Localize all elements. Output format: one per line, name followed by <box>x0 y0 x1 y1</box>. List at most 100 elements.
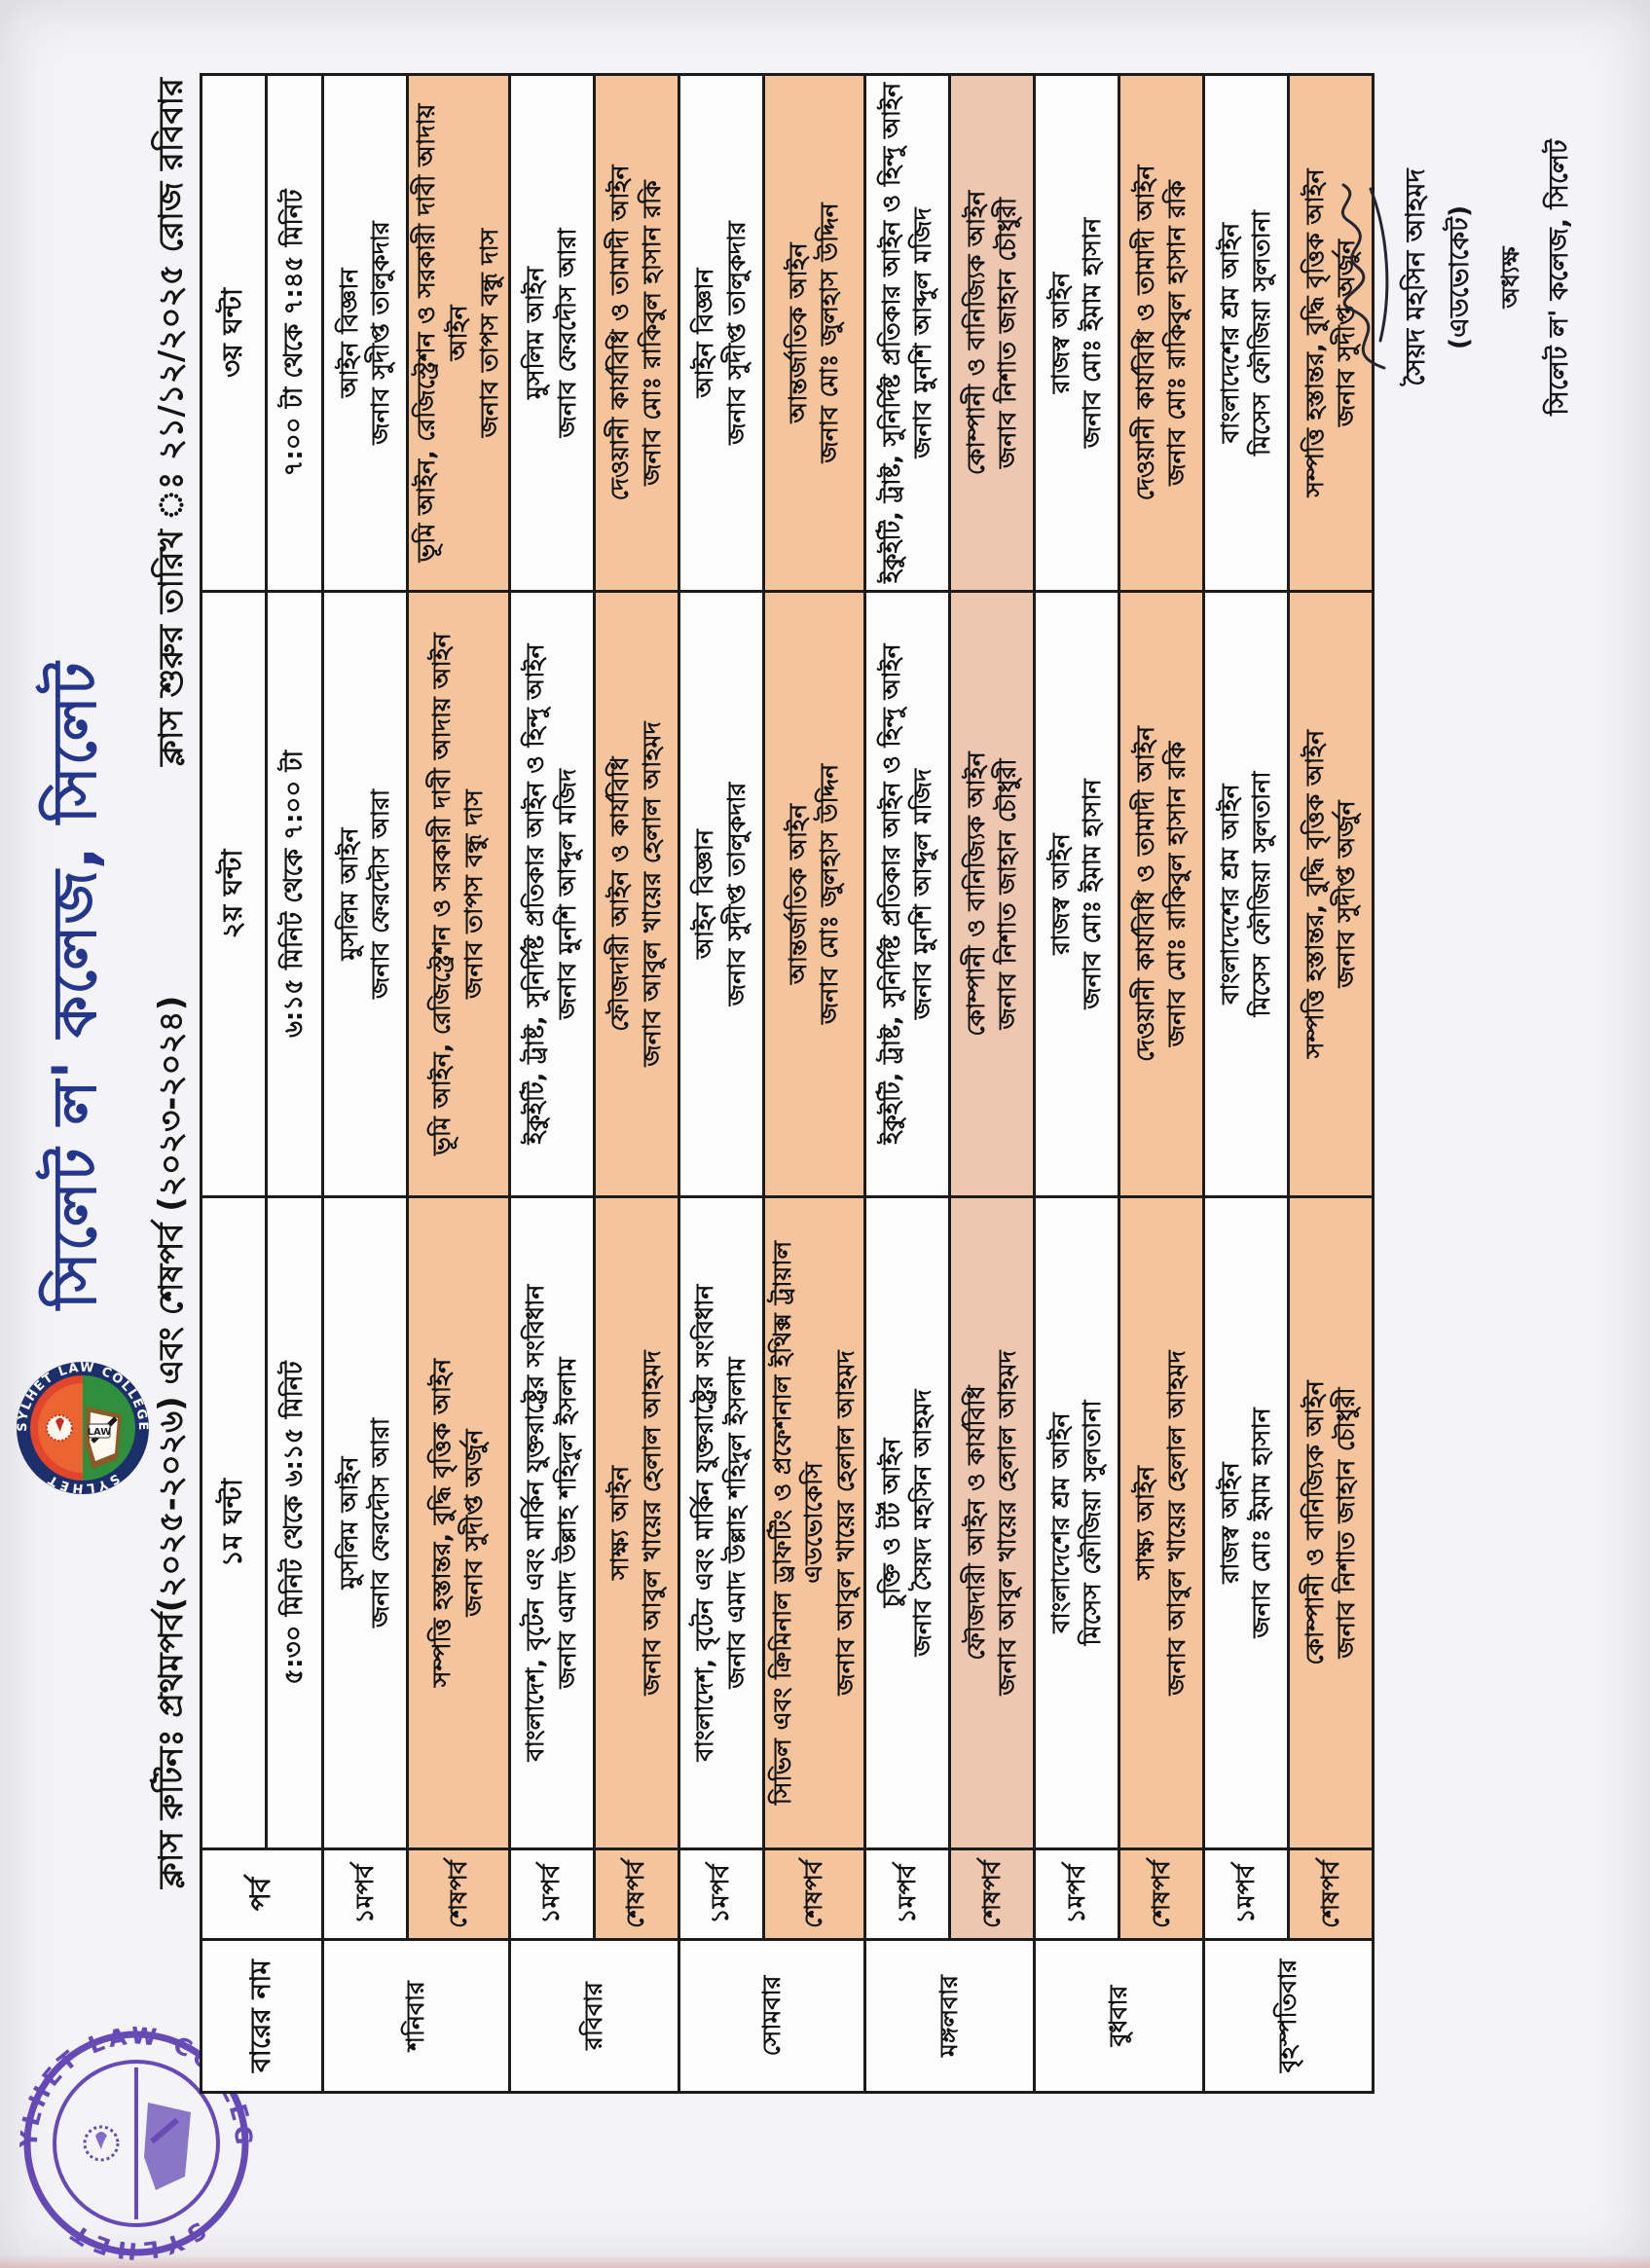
term-cell: ১মপর্ব <box>509 1848 594 1940</box>
period-1-time: ৫:৩০ মিনিট থেকে ৬:১৫ মিনিট <box>266 1196 323 1849</box>
teacher-text: জনাব ফেরদৌস আরা <box>552 228 581 438</box>
period-2-header: ২য় ঘন্টা <box>201 591 267 1197</box>
subject-cell: বাংলাদেশের শ্রম আইন মিসেস ফৌজিয়া সুলতানা <box>1203 591 1289 1197</box>
table-row: বুধবার ১মপর্ব বাংলাদেশের শ্রম আইন মিসেস ফৌজ… <box>1034 74 1204 2093</box>
teacher-text: জনাব সৈয়দ মহসিন আহমদ <box>908 1389 936 1657</box>
subject-text: কোম্পানী ও বানিজ্যিক আইন <box>1300 1380 1329 1665</box>
table-row: মঙ্গলবার ১মপর্ব চুক্তি ও টর্ট আইন জনাব সৈয়… <box>864 74 1035 2093</box>
subject-cell: ভূমি আইন, রেজিস্ট্রেশন ও সরকারী দাবী আদা… <box>407 591 509 1197</box>
subject-text: দেওয়ানী কার্যবিধি ও তামাদী আইন <box>1130 726 1159 1062</box>
subject-text: মুসলিম আইন <box>521 267 549 399</box>
subject-cell: আন্তর্জাতিক আইন জনাব মোঃ জুলহাস উদ্দিন <box>763 591 865 1197</box>
term-cell: ১মপর্ব <box>864 1848 950 1940</box>
term-cell: শেষপর্ব <box>949 1848 1035 1940</box>
college-logo-icon: LAW SYLHET LAW COLLEGE SYLHET <box>16 1361 149 1495</box>
subject-text: বাংলাদেশের শ্রম আইন <box>1215 222 1244 444</box>
signature-squiggle-icon <box>1340 183 1389 370</box>
subject-text: চুক্তি ও টর্ট আইন <box>876 1438 905 1608</box>
subject-cell: রাজস্ব আইন জনাব মোঃ ইমাম হাসান <box>1034 74 1119 592</box>
subject-text: ফৌজদারী আইন ও কার্যবিধি <box>961 1385 990 1661</box>
day-cell: শনিবার <box>322 1939 509 2093</box>
subject-cell: আইন বিজ্ঞান জনাব সুদীপ্ত তালুকদার <box>678 591 763 1197</box>
period-3-header: ৩য় ঘন্টা <box>201 74 267 592</box>
subject-text: রাজস্ব আইন <box>1215 1462 1244 1584</box>
subject-cell: সাক্ষ্য আইন জনাব আবুল খায়ের হেলাল আহমদ <box>594 1196 678 1849</box>
routine-table-header: বারের নাম পর্ব ১ম ঘন্টা ২য় ঘন্টা ৩য় ঘন… <box>201 74 323 2093</box>
teacher-text: জনাব মোঃ ইমাম হাসান <box>1078 217 1106 449</box>
subject-text: ইকুইটি, ট্রাষ্ট, সুনির্দিষ্ট প্রতিকার আই… <box>876 643 905 1145</box>
subject-text: দেওয়ানী কার্যবিধি ও তামাদী আইন <box>605 165 634 501</box>
subject-text: বাংলাদেশের শ্রম আইন <box>1045 1412 1075 1633</box>
subject-text: আন্তর্জাতিক আইন <box>783 242 812 423</box>
subject-text: সিভিল এবং ক্রিমিনাল ড্রাফটিং ও প্রফেশনাল… <box>767 1240 828 1806</box>
teacher-text: মিসেস ফৌজিয়া সুলতানা <box>1247 210 1275 456</box>
teacher-text: জনাব এমাদ উল্লাহ শহিদুল ইসলাম <box>721 1357 751 1689</box>
teacher-text: জনাব এমাদ উল্লাহ শহিদুল ইসলাম <box>552 1357 581 1689</box>
period-3-time: ৭:০০ টা থেকে ৭:৪৫ মিনিট <box>266 74 323 592</box>
period-2-time: ৬:১৫ মিনিট থেকে ৭:০০ টা <box>266 591 323 1197</box>
term-cell: শেষপর্ব <box>1288 1848 1374 1940</box>
subject-text: সম্পত্তি হস্তান্তর, বুদ্ধি বৃত্তিক আইন <box>427 1358 457 1688</box>
term-cell: ১মপর্ব <box>1034 1848 1119 1940</box>
term-column-header: পর্ব <box>201 1848 323 1940</box>
teacher-text: জনাব আবুল খায়ের হেলাল আহমদ <box>1162 1350 1191 1696</box>
day-cell: বুধবার <box>1034 1939 1204 2093</box>
teacher-text: মিসেস ফৌজিয়া সুলতানা <box>1247 771 1275 1017</box>
subject-cell: সম্পত্তি হস্তান্তর, বুদ্ধি বৃত্তিক আইন জন… <box>407 1196 509 1849</box>
term-cell: শেষপর্ব <box>407 1848 509 1940</box>
subject-text: আইন বিজ্ঞান <box>334 268 363 398</box>
day-cell: সোমবার <box>678 1939 865 2093</box>
subject-cell: সিভিল এবং ক্রিমিনাল ড্রাফটিং ও প্রফেশনাল… <box>763 1196 865 1849</box>
subject-cell: দেওয়ানী কার্যবিধি ও তামাদী আইন জনাব মোঃ … <box>594 74 678 592</box>
teacher-text: জনাব তাপস বন্ধু দাস <box>475 228 503 438</box>
subject-cell: বাংলাদেশ, বৃটেন এবং মার্কিন যুক্তরাষ্ট্র… <box>678 1196 763 1849</box>
subject-cell: ফৌজদারী আইন ও কার্যবিধি জনাব আবুল খায়ের … <box>594 591 678 1197</box>
teacher-text: জনাব মোঃ রাকিবুল হাসান রকি <box>1162 741 1191 1047</box>
subject-text: রাজস্ব আইন <box>1045 833 1075 955</box>
teacher-text: জনাব তাপস বন্ধু দাস <box>458 789 488 999</box>
subject-cell: ইকুইটি, ট্রাষ্ট, সুনির্দিষ্ট প্রতিকার আই… <box>509 591 594 1197</box>
subject-cell: ইকুইটি, ট্রাষ্ট, সুনির্দিষ্ট প্রতিকার আই… <box>864 591 950 1197</box>
subject-cell: চুক্তি ও টর্ট আইন জনাব সৈয়দ মহসিন আহমদ <box>864 1196 950 1849</box>
teacher-text: জনাব মোঃ রাকিবুল হাসান রকি <box>637 180 666 486</box>
signature-role: অধ্যক্ষ <box>1496 246 1524 309</box>
subject-text: সাক্ষ্য আইন <box>1130 1465 1159 1581</box>
subject-cell: সাক্ষ্য আইন জনাব আবুল খায়ের হেলাল আহমদ <box>1118 1196 1204 1849</box>
subject-text: কোম্পানী ও বানিজ্যিক আইন <box>961 751 990 1037</box>
table-row: শেষপর্ব সিভিল এবং ক্রিমিনাল ড্রাফটিং ও প্… <box>763 74 865 2093</box>
subject-cell: রাজস্ব আইন জনাব মোঃ ইমাম হাসান <box>1034 591 1119 1197</box>
subtitle-line: ক্লাস রুটিনঃ প্রথমপর্ব(২০২৫-২০২৬) এবং শে… <box>146 78 202 1888</box>
subtitle-routine-text: ক্লাস রুটিনঃ প্রথমপর্ব(২০২৫-২০২৬) এবং শে… <box>152 995 191 1888</box>
subject-cell: সম্পত্তি হস্তান্তর, বুদ্ধি বৃত্তিক আইন জন… <box>1288 591 1374 1197</box>
subject-cell: ফৌজদারী আইন ও কার্যবিধি জনাব আবুল খায়ের … <box>949 1196 1035 1849</box>
table-row: শেষপর্ব সাক্ষ্য আইন জনাব আবুল খায়ের হেলাল… <box>1118 74 1204 2093</box>
table-row: শেষপর্ব সাক্ষ্য আইন জনাব আবুল খায়ের হেলাল… <box>594 74 678 2093</box>
term-cell: ১মপর্ব <box>322 1848 408 1940</box>
subject-cell: ভূমি আইন, রেজিস্ট্রেশন ও সরকারী দাবী আদা… <box>407 74 509 592</box>
teacher-text: জনাব সুদীপ্ত তালুকদার <box>366 221 394 445</box>
subject-text: সম্পত্তি হস্তান্তর, বুদ্ধি বৃত্তিক আইন <box>1300 729 1329 1059</box>
table-row: শেষপর্ব সম্পত্তি হস্তান্তর, বুদ্ধি বৃত্তি… <box>407 74 509 2093</box>
subject-cell: কোম্পানী ও বানিজ্যিক আইন জনাব নিশাত জাহান… <box>1288 1196 1374 1849</box>
day-cell: বৃহস্পতিবার <box>1203 1939 1374 2093</box>
term-cell: শেষপর্ব <box>594 1848 678 1940</box>
subject-cell: রাজস্ব আইন জনাব মোঃ ইমাম হাসান <box>1203 1196 1289 1849</box>
signature-name: সৈয়দ মহসিন আহমদ (এডভোকেট) <box>1401 168 1475 386</box>
subject-cell: কোম্পানী ও বানিজ্যিক আইন জনাব নিশাত জাহান… <box>949 591 1035 1197</box>
day-cell: মঙ্গলবার <box>864 1939 1035 2093</box>
subject-cell: বাংলাদেশের শ্রম আইন মিসেস ফৌজিয়া সুলতানা <box>1203 74 1289 592</box>
subject-cell: আইন বিজ্ঞান জনাব সুদীপ্ত তালুকদার <box>322 74 408 592</box>
term-cell: শেষপর্ব <box>1118 1848 1204 1940</box>
subject-cell: দেওয়ানী কার্যবিধি ও তামাদী আইন জনাব মোঃ … <box>1118 74 1204 592</box>
subject-cell: বাংলাদেশ, বৃটেন এবং মার্কিন যুক্তরাষ্ট্র… <box>509 1196 594 1849</box>
subject-text: আইন বিজ্ঞান <box>690 829 718 959</box>
subject-text: বাংলাদেশের শ্রম আইন <box>1215 784 1244 1005</box>
teacher-text: জনাব সুদীপ্ত অর্জুন <box>1332 800 1360 988</box>
subtitle-startdate-text: ক্লাস শুরুর তারিখ ঃ ২১/১২/২০২৫ রোজ রবিবা… <box>152 78 191 766</box>
teacher-text: মিসেস ফৌজিয়া সুলতানা <box>1078 1400 1106 1646</box>
teacher-text: জনাব আবুল খায়ের হেলাল আহমদ <box>637 1350 666 1696</box>
subject-text: মুসলিম আইন <box>334 1456 363 1590</box>
subject-text: ইকুইটি, ট্রাষ্ট, সুনির্দিষ্ট প্রতিকার আই… <box>876 82 905 584</box>
